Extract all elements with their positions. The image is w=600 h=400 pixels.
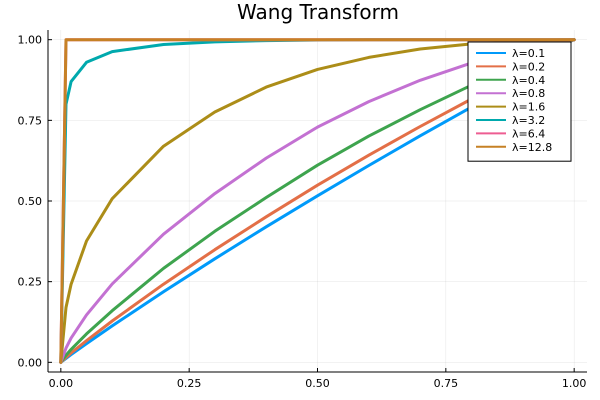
chart-title: Wang Transform bbox=[237, 0, 399, 24]
y-tick-label: 0.75 bbox=[18, 114, 43, 127]
legend: λ=0.1λ=0.2λ=0.4λ=0.8λ=1.6λ=3.2λ=6.4λ=12.… bbox=[467, 41, 572, 162]
legend-label: λ=0.8 bbox=[512, 87, 545, 100]
legend-label: λ=3.2 bbox=[512, 114, 545, 127]
legend-label: λ=12.8 bbox=[512, 141, 552, 154]
y-tick-label: 0.50 bbox=[18, 195, 43, 208]
legend-label: λ=0.1 bbox=[512, 47, 545, 60]
y-tick-label: 0.25 bbox=[18, 276, 43, 289]
y-tick-label: 0.00 bbox=[18, 356, 43, 369]
y-tick-label: 1.00 bbox=[18, 34, 43, 47]
x-tick-label: 0.75 bbox=[434, 377, 459, 390]
legend-box bbox=[467, 41, 572, 162]
x-tick-label: 1.00 bbox=[562, 377, 587, 390]
x-tick-label: 0.25 bbox=[177, 377, 202, 390]
series-line-8 bbox=[59, 38, 576, 364]
legend-label: λ=0.4 bbox=[512, 74, 545, 87]
legend-label: λ=6.4 bbox=[512, 127, 545, 140]
legend-label: λ=1.6 bbox=[512, 101, 545, 114]
legend-label: λ=0.2 bbox=[512, 60, 545, 73]
x-tick-label: 0.50 bbox=[305, 377, 330, 390]
axes-layer: 0.00 0.25 0.50 0.75 1.00 0.00 0.25 0.50 0.75 1.00 bbox=[18, 30, 587, 390]
x-tick-label: 0.00 bbox=[49, 377, 74, 390]
